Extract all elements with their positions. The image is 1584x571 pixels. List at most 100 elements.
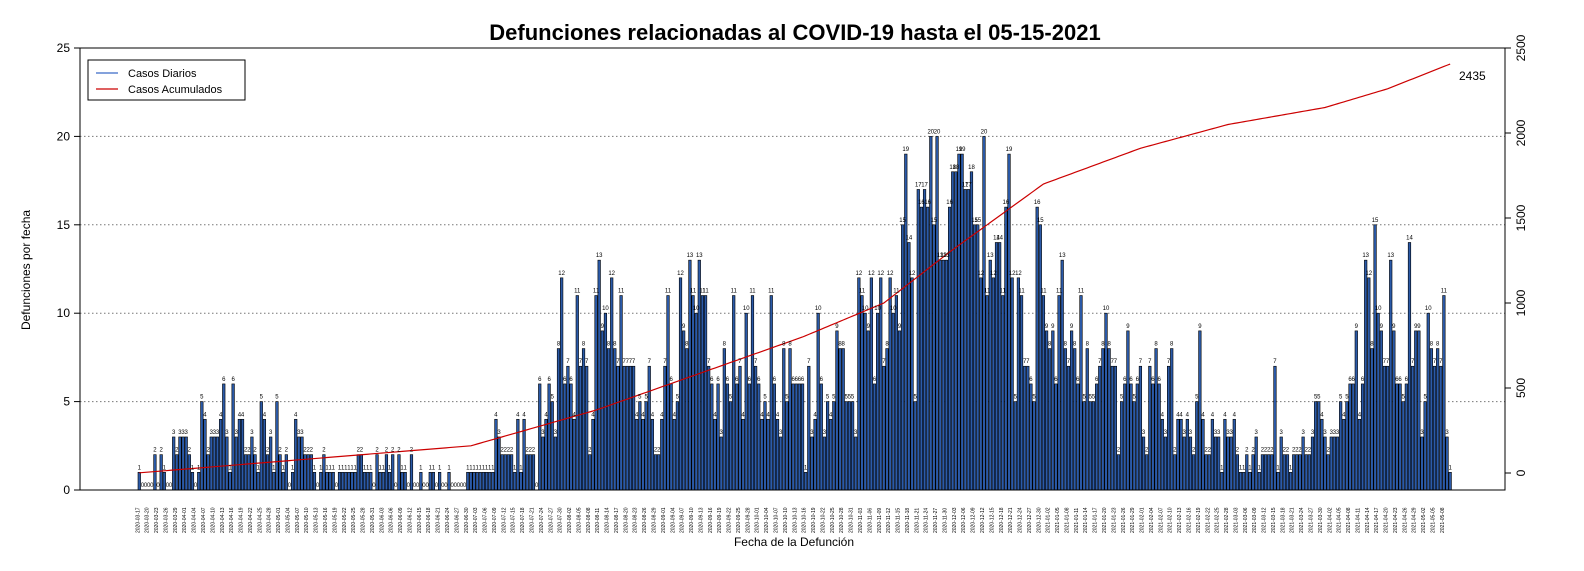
bar: [597, 259, 601, 491]
bar-value-label: 12: [978, 271, 985, 277]
bar-value-label: 6: [1361, 377, 1365, 383]
bar-value-label: 12: [877, 271, 884, 277]
bar-value-label: 7: [623, 359, 627, 365]
bar-value-label: 1: [388, 465, 392, 471]
bar-value-label: 3: [1164, 430, 1168, 436]
bar-value-label: 6: [569, 377, 573, 383]
x-tick-label: 2021-03-12: [1262, 507, 1268, 533]
bar-value-label: 13: [943, 253, 950, 259]
bar-value-label: 16: [924, 200, 931, 206]
bar-value-label: 1: [369, 465, 373, 471]
bar-value-label: 0: [416, 483, 420, 489]
bar: [782, 348, 786, 491]
bar-value-label: 5: [1345, 395, 1349, 401]
bar: [244, 454, 248, 491]
bar: [516, 418, 520, 491]
bar: [728, 401, 733, 491]
bar: [841, 348, 845, 491]
bar: [744, 312, 748, 491]
bar: [1423, 401, 1427, 491]
bar: [1104, 312, 1108, 491]
bar: [860, 295, 864, 491]
bar: [1426, 312, 1430, 491]
bar-value-label: 9: [1355, 324, 1359, 330]
bar-value-label: 3: [810, 430, 814, 436]
bar: [1395, 383, 1399, 491]
bar: [660, 418, 664, 491]
x-tick-label: 2020-11-30: [942, 508, 948, 533]
x-tick-label: 2020-06-24: [445, 507, 451, 533]
bar: [916, 189, 920, 491]
bar: [1004, 206, 1008, 491]
bar-value-label: 4: [238, 412, 242, 418]
bar-value-label: 10: [862, 306, 869, 312]
bar-value-label: 11: [859, 289, 866, 295]
x-tick-label: 2020-09-16: [708, 507, 714, 533]
bar-value-label: 1: [1242, 465, 1246, 471]
bar: [644, 401, 648, 491]
bar-value-label: 1: [475, 465, 479, 471]
bar: [1345, 401, 1349, 491]
bar-value-label: 3: [1420, 430, 1424, 436]
bar-value-label: 2: [310, 448, 314, 454]
bar: [1257, 472, 1261, 491]
bar-value-label: 2: [360, 448, 364, 454]
bar-value-label: 8: [1086, 342, 1090, 348]
bar-value-label: 7: [1026, 359, 1030, 365]
bar-value-label: 2: [1261, 448, 1265, 454]
bar-value-label: 8: [1048, 342, 1052, 348]
bar-value-label: 11: [1056, 289, 1063, 295]
bar: [635, 418, 639, 491]
bar: [616, 365, 620, 491]
bar-value-label: 5: [826, 395, 830, 401]
bar: [897, 330, 902, 491]
bar: [922, 189, 927, 491]
bar-value-label: 1: [256, 465, 260, 471]
bar-value-label: 1: [1258, 465, 1262, 471]
x-tick-label: 2021-02-07: [1158, 507, 1164, 533]
bar: [1386, 365, 1390, 491]
bar-value-label: 9: [898, 324, 902, 330]
bar-value-label: 7: [1148, 359, 1152, 365]
x-tick-label: 2020-05-31: [370, 507, 376, 533]
bar-value-label: 0: [460, 483, 464, 489]
bar: [347, 472, 351, 491]
bar: [1267, 454, 1271, 491]
bar-value-label: 2: [1117, 448, 1121, 454]
bar: [538, 383, 542, 491]
x-tick-label: 2021-01-26: [1121, 507, 1127, 533]
bar-value-label: 1: [197, 465, 201, 471]
x-tick-label: 2021-04-26: [1402, 507, 1408, 533]
bar-value-label: 6: [231, 377, 235, 383]
bar: [1251, 454, 1255, 491]
x-tick-label: 2020-11-15: [896, 508, 902, 533]
bar-value-label: 1: [400, 465, 404, 471]
bar-value-label: 9: [1126, 324, 1130, 330]
bar-value-label: 6: [1348, 377, 1352, 383]
bar-value-label: 7: [629, 359, 633, 365]
bar-value-label: 4: [494, 412, 498, 418]
x-tick-label: 2021-02-28: [1224, 507, 1230, 533]
y2-tick-label: 1500: [1514, 204, 1528, 231]
bar-value-label: 9: [1414, 324, 1418, 330]
bar-value-label: 2: [1267, 448, 1271, 454]
bar-value-label: 16: [1003, 200, 1010, 206]
bar-value-label: 3: [1280, 430, 1284, 436]
cumulative-end-label: 2435: [1459, 69, 1486, 83]
bar-value-label: 15: [931, 218, 938, 224]
bar-value-label: 11: [593, 289, 600, 295]
bar: [772, 383, 776, 491]
bar: [998, 242, 1002, 491]
bar-value-label: 2: [1308, 448, 1312, 454]
bar-value-label: 10: [743, 306, 750, 312]
bar-value-label: 17: [915, 182, 922, 188]
bar: [328, 472, 332, 491]
bar-value-label: 2: [526, 448, 530, 454]
bar: [484, 472, 489, 491]
bar-value-label: 4: [544, 412, 548, 418]
x-tick-label: 2020-09-25: [736, 507, 742, 533]
bar-value-label: 8: [582, 342, 586, 348]
bar-value-label: 14: [906, 235, 913, 241]
bar-value-label: 5: [1132, 395, 1136, 401]
bar: [657, 454, 661, 491]
